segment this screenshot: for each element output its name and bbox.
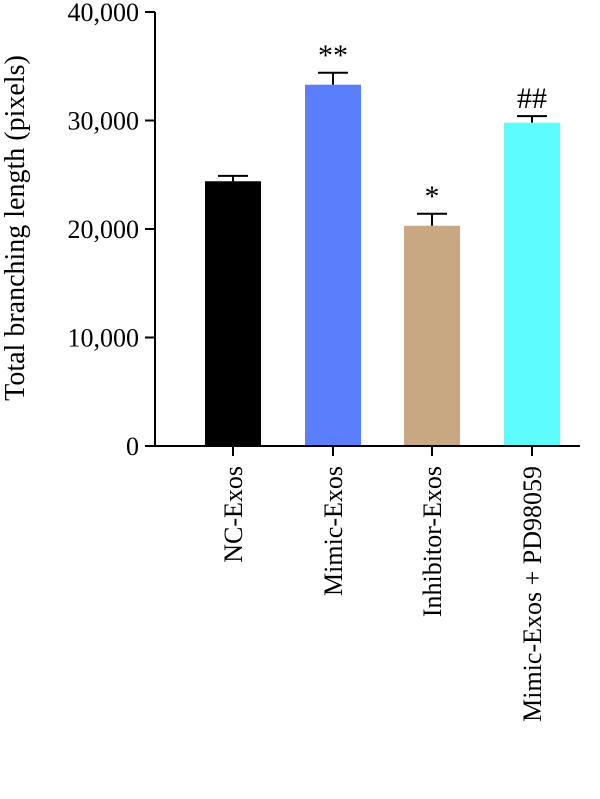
y-axis: 0 10,000 20,000 30,000 40,000 [68, 0, 156, 461]
bar [504, 122, 560, 447]
y-tick-label: 0 [126, 432, 139, 461]
y-tick-label: 40,000 [68, 0, 140, 27]
x-tick-label: Inhibitor-Exos [418, 466, 447, 617]
x-tick-label: Mimic-Exos [319, 466, 348, 596]
y-axis-title: Total branching length (pixels) [0, 55, 31, 401]
y-tick-label: 10,000 [68, 324, 140, 353]
bar [205, 181, 261, 446]
significance-label: * [425, 180, 440, 213]
significance-label: ** [318, 39, 348, 72]
bars: ***## [205, 39, 560, 447]
y-tick-label: 20,000 [68, 215, 140, 244]
significance-label: ## [517, 82, 547, 115]
y-tick-label: 30,000 [68, 107, 140, 136]
x-tick-label: NC-Exos [219, 466, 248, 563]
x-axis: NC-Exos Mimic-Exos Inhibitor-Exos Mimic-Exo… [154, 445, 580, 722]
bar [404, 225, 460, 446]
x-tick-label: Mimic-Exos + PD98059 [518, 466, 547, 722]
bar [305, 84, 361, 446]
